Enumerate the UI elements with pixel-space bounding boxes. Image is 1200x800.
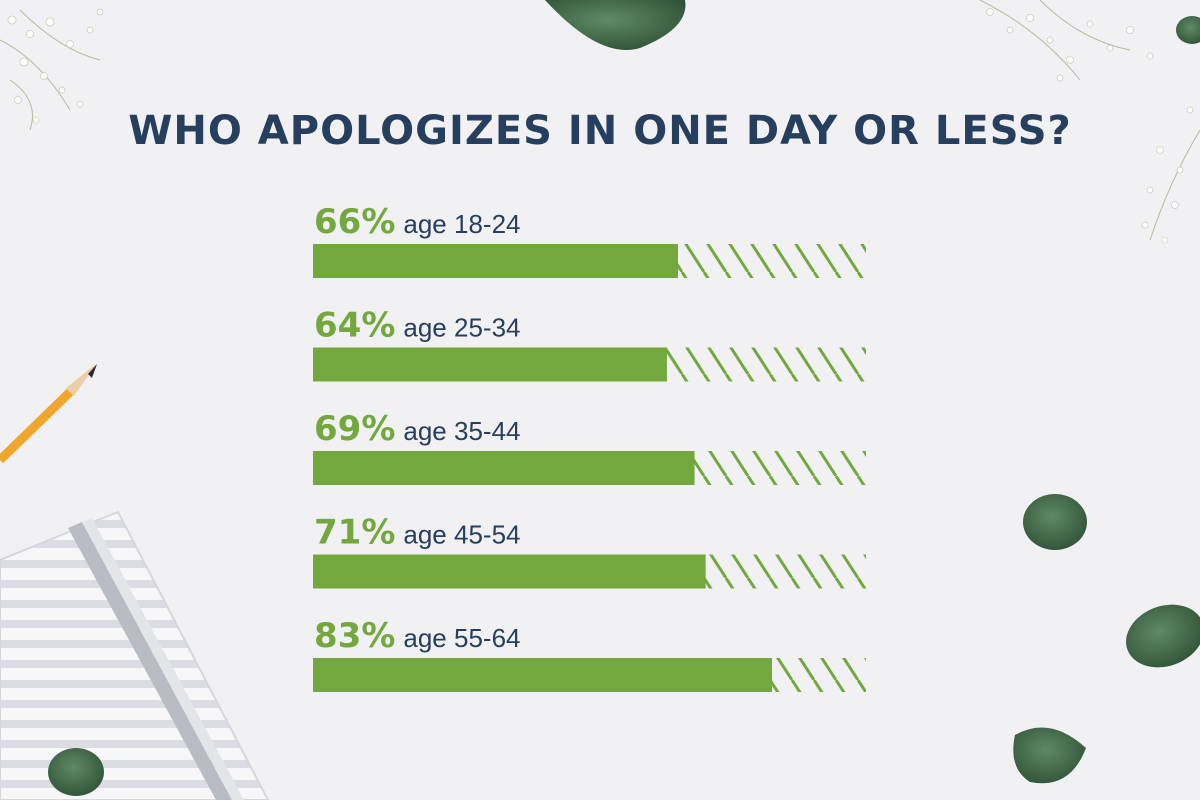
bar bbox=[313, 554, 706, 589]
value-label: 83% bbox=[314, 616, 395, 656]
category-label: age 35-44 bbox=[403, 416, 520, 446]
category-label: age 55-64 bbox=[403, 623, 520, 653]
bar-label: 71% age 45-54 bbox=[314, 513, 521, 553]
value-label: 64% bbox=[314, 306, 395, 346]
value-label: 71% bbox=[314, 513, 395, 553]
bar-label: 69% age 35-44 bbox=[314, 409, 521, 449]
value-label: 66% bbox=[314, 202, 395, 242]
bar-label: 64% age 25-34 bbox=[314, 306, 521, 346]
category-label: age 18-24 bbox=[403, 209, 520, 239]
bar bbox=[313, 658, 772, 692]
bar-label: 66% age 18-24 bbox=[314, 202, 521, 242]
bar bbox=[313, 451, 695, 485]
bar bbox=[313, 347, 667, 382]
bar bbox=[313, 244, 678, 278]
value-label: 69% bbox=[314, 409, 395, 449]
chart-title: WHO APOLOGIZES IN ONE DAY OR LESS? bbox=[128, 108, 1072, 154]
category-label: age 25-34 bbox=[403, 313, 520, 343]
category-label: age 45-54 bbox=[403, 520, 520, 550]
bar-label: 83% age 55-64 bbox=[314, 616, 521, 656]
